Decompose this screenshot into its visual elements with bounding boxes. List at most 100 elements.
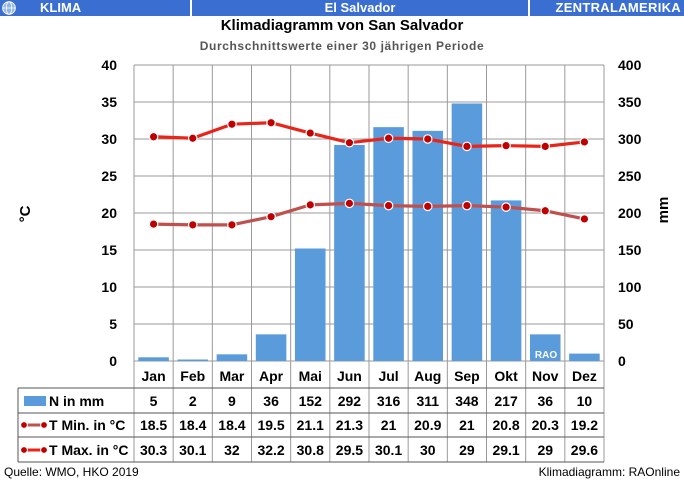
temperature-lines xyxy=(148,117,590,230)
legend-marker xyxy=(20,421,28,429)
table-value: 20.3 xyxy=(532,417,559,433)
y-left-tick-label: 15 xyxy=(101,242,117,258)
legend-marker xyxy=(20,446,28,454)
legend-series-name: T Min. in °C xyxy=(49,417,125,433)
source-note: Quelle: WMO, HKO 2019 xyxy=(4,465,139,479)
y-left-tick-label: 25 xyxy=(101,168,117,184)
y-right-tick-label: 250 xyxy=(618,168,642,184)
legend-series-name: N in mm xyxy=(49,393,104,409)
top-banner: KLIMA El Salvador ZENTRALAMERIKA xyxy=(0,0,684,16)
table-value: 152 xyxy=(299,393,323,409)
month-label: Mar xyxy=(219,368,244,384)
month-label: Mai xyxy=(299,368,322,384)
table-value: 19.2 xyxy=(571,417,598,433)
banner-region-label: ZENTRALAMERIKA xyxy=(555,0,681,15)
table-value: 18.4 xyxy=(218,417,245,433)
tmax-point xyxy=(579,137,590,147)
table-value: 20.9 xyxy=(414,417,441,433)
tmin-point xyxy=(579,214,590,224)
precipitation-bar xyxy=(412,130,444,361)
table-value: 18.5 xyxy=(140,417,167,433)
table-value: 30.1 xyxy=(179,442,206,458)
y-right-axis-label: mm xyxy=(655,197,672,224)
y-right-tick-label: 50 xyxy=(618,316,634,332)
table-value: 29.1 xyxy=(492,442,519,458)
precipitation-bar xyxy=(569,353,600,361)
table-value: 316 xyxy=(377,393,401,409)
tmin-line xyxy=(153,201,585,227)
tmax-point xyxy=(227,119,237,129)
y-right-tick-label: 100 xyxy=(618,279,642,295)
y-right-tick-label: 400 xyxy=(618,57,642,73)
precipitation-bar xyxy=(490,200,522,361)
tmin-point xyxy=(462,200,472,211)
tmin-point xyxy=(383,200,394,211)
legend-marker xyxy=(40,446,48,454)
y-left-tick-label: 30 xyxy=(101,131,117,147)
y-right-tick-label: 200 xyxy=(618,205,642,221)
month-label: Aug xyxy=(414,368,441,384)
table-value: 32.2 xyxy=(257,442,284,458)
tmin-point xyxy=(266,211,276,222)
y-right-tick-label: 0 xyxy=(618,353,626,369)
month-label: Jul xyxy=(378,368,398,384)
y-left-tick-label: 35 xyxy=(101,94,117,110)
tmin-point xyxy=(344,198,355,209)
month-label: Jan xyxy=(142,368,166,384)
table-value: 2 xyxy=(189,393,197,409)
table-value: 5 xyxy=(150,393,158,409)
y-left-tick-label: 20 xyxy=(101,205,117,221)
table-value: 21 xyxy=(381,417,397,433)
table-value: 32 xyxy=(224,442,240,458)
legend-marker xyxy=(40,421,48,429)
y-right-tick-label: 300 xyxy=(618,131,642,147)
table-value: 18.4 xyxy=(179,417,206,433)
tmax-point xyxy=(148,131,159,142)
precipitation-bar xyxy=(294,248,326,361)
month-label: Apr xyxy=(259,368,284,384)
tmax-point xyxy=(187,133,198,144)
banner-divider xyxy=(190,0,192,16)
rao-watermark: RAO xyxy=(535,350,557,361)
tmax-point xyxy=(383,133,394,144)
table-value: 30.1 xyxy=(375,442,402,458)
tmax-point xyxy=(266,117,276,128)
y-left-tick-label: 5 xyxy=(109,316,117,332)
month-label: Okt xyxy=(494,368,518,384)
credit-note: Klimadiagramm: RAOnline xyxy=(538,465,680,479)
tmax-point xyxy=(305,128,316,138)
y-left-axis-label: °C xyxy=(17,205,34,222)
month-label: Jun xyxy=(337,368,362,384)
month-label: Sep xyxy=(454,368,480,384)
month-label: Dez xyxy=(572,368,597,384)
table-value: 29.6 xyxy=(571,442,598,458)
tmin-point xyxy=(187,220,198,230)
tmax-point xyxy=(540,141,551,152)
table-value: 21.1 xyxy=(297,417,324,433)
tmin-point xyxy=(501,202,511,212)
table-value: 29 xyxy=(459,442,475,458)
chart-subtitle: Durchschnittswerte einer 30 jährigen Per… xyxy=(199,39,485,53)
y-left-tick-label: 40 xyxy=(101,57,117,73)
legend-precip-swatch xyxy=(24,396,46,406)
precipitation-bar xyxy=(373,127,404,361)
banner-country-label: El Salvador xyxy=(324,0,396,15)
table-value: 19.5 xyxy=(257,417,284,433)
table-value: 348 xyxy=(455,393,479,409)
legend-series-name: T Max. in °C xyxy=(49,442,129,458)
y-right-tick-label: 150 xyxy=(618,242,642,258)
globe-icon xyxy=(2,1,16,15)
precipitation-bar xyxy=(529,334,561,361)
tmax-point xyxy=(501,140,511,151)
table-value: 21.3 xyxy=(336,417,363,433)
y-right-tick-label: 350 xyxy=(618,94,642,110)
precipitation-bar xyxy=(255,334,287,361)
table-value: 30 xyxy=(420,442,436,458)
table-value: 292 xyxy=(338,393,362,409)
precipitation-bar xyxy=(334,144,365,361)
month-label: Nov xyxy=(532,368,559,384)
banner-divider xyxy=(528,0,530,16)
tmin-point xyxy=(540,205,551,216)
table-value: 9 xyxy=(228,393,236,409)
